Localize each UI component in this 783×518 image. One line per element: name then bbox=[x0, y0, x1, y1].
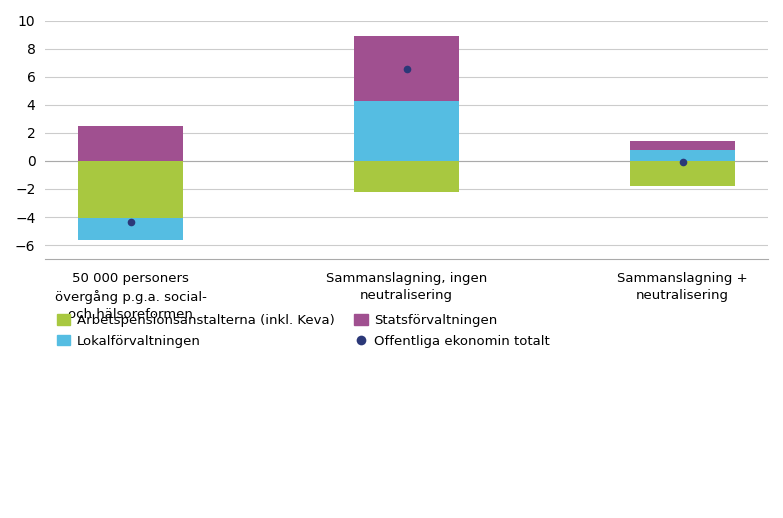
Bar bbox=[78, 126, 183, 161]
Bar bbox=[630, 161, 735, 186]
Bar bbox=[354, 100, 459, 161]
Legend: Arbetspensionsanstalterna (inkl. Keva), Lokalförvaltningen, Statsförvaltningen, : Arbetspensionsanstalterna (inkl. Keva), … bbox=[52, 308, 555, 353]
Bar bbox=[354, 161, 459, 192]
Bar bbox=[78, 161, 183, 219]
Bar bbox=[78, 219, 183, 240]
Bar bbox=[630, 150, 735, 161]
Bar bbox=[630, 141, 735, 150]
Bar bbox=[354, 36, 459, 100]
